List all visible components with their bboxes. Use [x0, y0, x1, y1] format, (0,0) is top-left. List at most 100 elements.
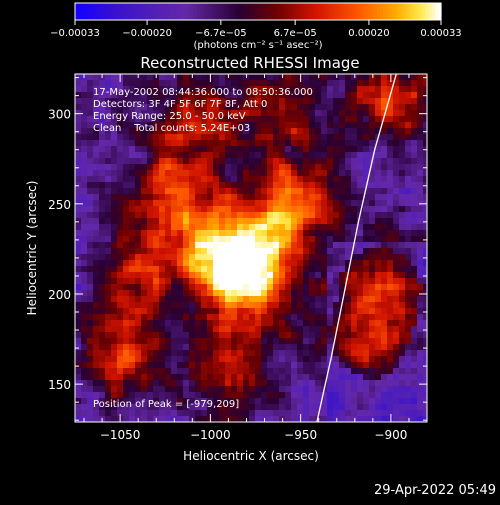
- colorbar-cell: [337, 3, 341, 20]
- heatmap-pixel: [141, 350, 148, 357]
- heatmap-pixel: [231, 296, 238, 303]
- heatmap-pixel: [159, 356, 166, 363]
- heatmap-pixel: [75, 392, 82, 399]
- heatmap-pixel: [105, 416, 112, 422]
- heatmap-pixel: [357, 296, 364, 303]
- heatmap-pixel: [75, 98, 82, 105]
- heatmap-pixel: [141, 128, 148, 135]
- heatmap-pixel: [285, 236, 292, 243]
- heatmap-pixel: [81, 218, 88, 225]
- heatmap-pixel: [369, 164, 376, 171]
- heatmap-pixel: [303, 206, 310, 213]
- heatmap-pixel: [225, 170, 232, 177]
- heatmap-pixel: [399, 320, 406, 327]
- heatmap-pixel: [129, 182, 136, 189]
- heatmap-pixel: [177, 308, 184, 315]
- heatmap-pixel: [255, 398, 262, 405]
- heatmap-pixel: [87, 314, 94, 321]
- heatmap-pixel: [285, 344, 292, 351]
- heatmap-pixel: [279, 212, 286, 219]
- heatmap-pixel: [249, 254, 256, 261]
- heatmap-pixel: [117, 218, 124, 225]
- heatmap-pixel: [261, 242, 268, 249]
- heatmap-pixel: [315, 350, 322, 357]
- heatmap-pixel: [399, 302, 406, 309]
- heatmap-pixel: [189, 164, 196, 171]
- heatmap-pixel: [177, 98, 184, 105]
- heatmap-pixel: [177, 104, 184, 111]
- heatmap-pixel: [147, 164, 154, 171]
- heatmap-pixel: [405, 266, 412, 273]
- heatmap-pixel: [171, 200, 178, 207]
- colorbar-cell: [233, 3, 238, 20]
- heatmap-pixel: [423, 152, 427, 159]
- heatmap-pixel: [213, 164, 220, 171]
- heatmap-pixel: [231, 164, 238, 171]
- heatmap-pixel: [285, 248, 292, 255]
- heatmap-pixel: [213, 86, 220, 93]
- heatmap-pixel: [357, 146, 364, 153]
- heatmap-pixel: [213, 128, 220, 135]
- heatmap-pixel: [411, 392, 418, 399]
- heatmap-pixel: [327, 338, 334, 345]
- heatmap-pixel: [417, 254, 424, 261]
- heatmap-pixel: [87, 104, 94, 111]
- heatmap-pixel: [201, 158, 208, 165]
- heatmap-pixel: [297, 206, 304, 213]
- heatmap-pixel: [345, 98, 352, 105]
- heatmap-pixel: [225, 152, 232, 159]
- heatmap-pixel: [135, 392, 142, 399]
- heatmap-pixel: [219, 302, 226, 309]
- heatmap-pixel: [201, 356, 208, 363]
- heatmap-pixel: [105, 308, 112, 315]
- heatmap-pixel: [297, 200, 304, 207]
- heatmap-pixel: [99, 290, 106, 297]
- heatmap-pixel: [105, 386, 112, 393]
- heatmap-pixel: [123, 116, 130, 123]
- heatmap-pixel: [75, 308, 82, 315]
- heatmap-pixel: [369, 128, 376, 135]
- heatmap-pixel: [303, 332, 310, 339]
- heatmap-pixel: [141, 74, 148, 81]
- heatmap-pixel: [345, 278, 352, 285]
- heatmap-pixel: [345, 356, 352, 363]
- heatmap-pixel: [375, 362, 382, 369]
- heatmap-pixel: [75, 386, 82, 393]
- heatmap-pixel: [363, 92, 370, 99]
- heatmap-pixel: [141, 158, 148, 165]
- heatmap-pixel: [207, 122, 214, 129]
- heatmap-pixel: [159, 80, 166, 87]
- heatmap-pixel: [411, 182, 418, 189]
- heatmap-pixel: [399, 122, 406, 129]
- heatmap-pixel: [219, 194, 226, 201]
- heatmap-pixel: [93, 260, 100, 267]
- heatmap-pixel: [369, 314, 376, 321]
- heatmap-pixel: [375, 374, 382, 381]
- heatmap-pixel: [375, 350, 382, 357]
- heatmap-pixel: [363, 104, 370, 111]
- heatmap-pixel: [249, 332, 256, 339]
- heatmap-pixel: [111, 332, 118, 339]
- heatmap-pixel: [237, 404, 244, 411]
- heatmap-pixel: [261, 404, 268, 411]
- heatmap-pixel: [309, 242, 316, 249]
- heatmap-pixel: [189, 140, 196, 147]
- heatmap-pixel: [381, 320, 388, 327]
- heatmap-pixel: [177, 182, 184, 189]
- heatmap-pixel: [159, 332, 166, 339]
- heatmap-pixel: [351, 80, 358, 87]
- heatmap-pixel: [399, 80, 406, 87]
- heatmap-pixel: [117, 302, 124, 309]
- heatmap-pixel: [219, 176, 226, 183]
- heatmap-pixel: [231, 368, 238, 375]
- heatmap-pixel: [339, 284, 346, 291]
- heatmap-pixel: [105, 230, 112, 237]
- heatmap-pixel: [273, 140, 280, 147]
- heatmap-pixel: [279, 278, 286, 285]
- heatmap-pixel: [219, 290, 226, 297]
- heatmap-pixel: [183, 224, 190, 231]
- heatmap-pixel: [417, 410, 424, 417]
- heatmap-pixel: [135, 314, 142, 321]
- heatmap-pixel: [207, 182, 214, 189]
- heatmap-pixel: [357, 236, 364, 243]
